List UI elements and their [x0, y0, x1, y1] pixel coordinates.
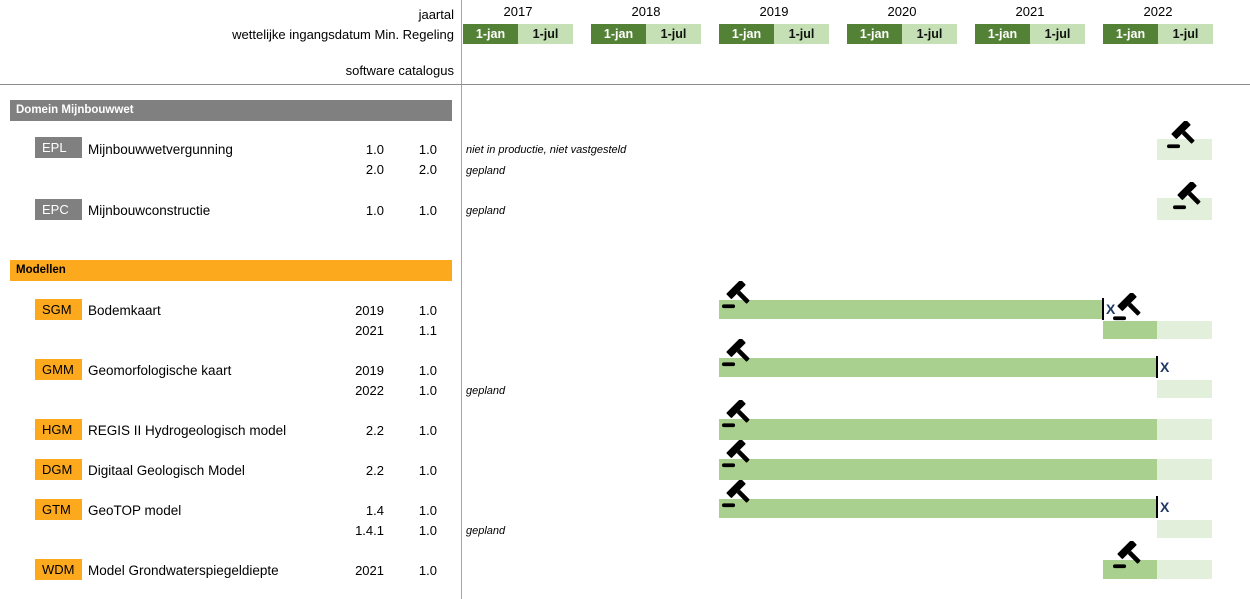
year-label: 2020	[887, 4, 917, 19]
tick-cell-jan: 1-jan	[1103, 24, 1158, 44]
annotation-gepland-epc: gepland	[466, 205, 506, 217]
tick-cell-jul: 1-jul	[774, 24, 829, 44]
tick-cell-jul: 1-jul	[902, 24, 957, 44]
timeline-bar-sgm-v2	[1103, 321, 1157, 339]
dgm-v1-catalogus: 1.0	[418, 463, 437, 478]
row-name-wdm: Model Grondwaterspiegeldiepte	[88, 563, 279, 578]
gtm-x-marker: X	[1160, 499, 1170, 515]
sgm-v1-catalogus: 1.0	[418, 303, 437, 318]
gtm-v2-jaartal: 1.4.1	[355, 523, 384, 538]
section-header-mijnbouwwet: Domein Mijnbouwwet	[10, 100, 452, 121]
gtm-v1-jaartal: 1.4	[365, 503, 384, 518]
tick-cell-jan: 1-jan	[591, 24, 646, 44]
hgm-v1-catalogus: 1.0	[418, 423, 437, 438]
timeline-bar-gmm-v1	[719, 358, 1157, 377]
year-label: 2017	[503, 4, 533, 19]
gavel-icon	[721, 339, 751, 367]
row-code-badge-hgm: HGM	[35, 419, 82, 440]
timeline-bar-gtm-v1	[719, 499, 1157, 518]
sgm-v2-catalogus: 1.1	[418, 323, 437, 338]
tick-cell-jul: 1-jul	[1030, 24, 1085, 44]
gavel-icon	[1166, 121, 1196, 149]
year-label: 2018	[631, 4, 661, 19]
row-code-badge-epl: EPL	[35, 137, 82, 158]
horizontal-header-line	[0, 84, 1250, 85]
timeline-bar-gmm-v2-gepland	[1157, 380, 1212, 398]
epl-v1-catalogus: 1.0	[418, 142, 437, 157]
gmm-v1-jaartal: 2019	[355, 363, 384, 378]
tick-cell-jan: 1-jan	[975, 24, 1030, 44]
row-name-gtm: GeoTOP model	[88, 503, 182, 518]
epl-v1-jaartal: 1.0	[365, 142, 384, 157]
tick-cell-jan: 1-jan	[463, 24, 518, 44]
row-name-dgm: Digitaal Geologisch Model	[88, 463, 245, 478]
column-label-regeling: wettelijke ingangsdatum Min. Regeling	[232, 27, 454, 42]
gavel-icon	[721, 400, 751, 428]
annotation-niet-in-productie: niet in productie, niet vastgesteld	[466, 144, 627, 156]
tick-cell-jul: 1-jul	[646, 24, 701, 44]
gmm-v2-catalogus: 1.0	[418, 383, 437, 398]
gavel-icon	[1172, 182, 1202, 210]
row-name-epl: Mijnbouwwetvergunning	[88, 142, 233, 157]
year-label: 2022	[1143, 4, 1173, 19]
gavel-icon	[1112, 541, 1142, 569]
timeline-bar-dgm-gepland	[1157, 459, 1212, 480]
row-name-hgm: REGIS II Hydrogeologisch model	[88, 423, 287, 438]
gtm-v1-catalogus: 1.0	[418, 503, 437, 518]
timeline-bar-dgm	[719, 459, 1157, 480]
gavel-icon	[1112, 293, 1142, 321]
gtm-end-line	[1156, 496, 1158, 518]
annotation-gepland-epl: gepland	[466, 165, 506, 177]
tick-cell-jul: 1-jul	[518, 24, 573, 44]
gmm-v2-jaartal: 2022	[355, 383, 384, 398]
epl-v2-catalogus: 2.0	[418, 162, 437, 177]
column-label-catalogus: software catalogus	[345, 63, 454, 78]
annotation-gepland-gmm: gepland	[466, 385, 506, 397]
row-code-badge-wdm: WDM	[35, 559, 82, 580]
row-name-sgm: Bodemkaart	[88, 303, 161, 318]
timeline-bar-hgm	[719, 419, 1157, 440]
tick-cell-jul: 1-jul	[1158, 24, 1213, 44]
sgm-v2-jaartal: 2021	[355, 323, 384, 338]
column-label-jaartal: jaartal	[418, 7, 454, 22]
timeline-bar-sgm-v2-gepland	[1157, 321, 1212, 339]
wdm-v1-jaartal: 2021	[355, 563, 384, 578]
timeline-bar-epl-gepland	[1157, 139, 1212, 160]
gmm-v1-catalogus: 1.0	[418, 363, 437, 378]
dgm-v1-jaartal: 2.2	[365, 463, 384, 478]
row-code-badge-sgm: SGM	[35, 299, 82, 320]
gavel-icon	[721, 440, 751, 468]
row-code-badge-dgm: DGM	[35, 459, 82, 480]
timeline-bar-sgm-v1	[719, 300, 1103, 319]
row-code-badge-gtm: GTM	[35, 499, 82, 520]
row-code-badge-epc: EPC	[35, 199, 82, 220]
sgm-x-marker: X	[1106, 301, 1116, 317]
gmm-end-line	[1156, 356, 1158, 378]
epc-v1-jaartal: 1.0	[365, 203, 384, 218]
row-name-gmm: Geomorfologische kaart	[88, 363, 232, 378]
year-label: 2019	[759, 4, 789, 19]
year-label: 2021	[1015, 4, 1045, 19]
timeline-bar-hgm-gepland	[1157, 419, 1212, 440]
sgm-v1-jaartal: 2019	[355, 303, 384, 318]
epl-v2-jaartal: 2.0	[365, 162, 384, 177]
hgm-v1-jaartal: 2.2	[365, 423, 384, 438]
epc-v1-catalogus: 1.0	[418, 203, 437, 218]
gavel-icon	[721, 281, 751, 309]
timeline-bar-wdm-gepland	[1157, 560, 1212, 579]
sgm-end-line	[1102, 298, 1104, 320]
gmm-x-marker: X	[1160, 359, 1170, 375]
wdm-v1-catalogus: 1.0	[418, 563, 437, 578]
annotation-gepland-gtm: gepland	[466, 525, 506, 537]
row-code-badge-gmm: GMM	[35, 359, 82, 380]
gavel-icon	[721, 480, 751, 508]
tick-cell-jan: 1-jan	[847, 24, 902, 44]
section-header-modellen: Modellen	[10, 260, 452, 281]
row-name-epc: Mijnbouwconstructie	[88, 203, 211, 218]
timeline-bar-gtm-v2-gepland	[1157, 520, 1212, 538]
tick-cell-jan: 1-jan	[719, 24, 774, 44]
vertical-divider-line	[461, 0, 462, 599]
gtm-v2-catalogus: 1.0	[418, 523, 437, 538]
